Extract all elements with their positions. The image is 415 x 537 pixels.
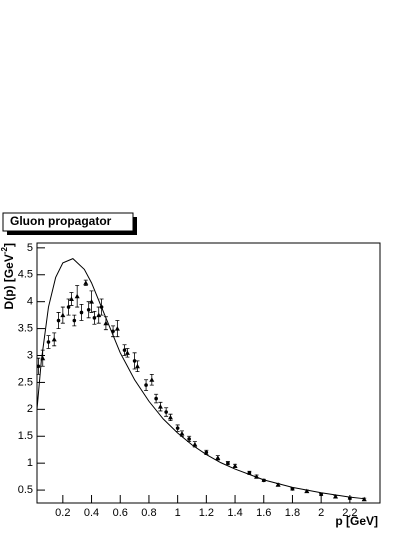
data-point: [154, 396, 158, 401]
data-point: [40, 355, 46, 361]
x-tick-label: 2.2: [342, 507, 357, 519]
data-point: [92, 316, 97, 320]
data-point: [89, 299, 95, 304]
data-point: [215, 455, 221, 460]
title-box: [2, 212, 134, 232]
x-tick-label: 1.4: [227, 507, 242, 519]
data-point: [157, 404, 163, 409]
data-point: [51, 336, 57, 342]
data-point: [74, 293, 80, 299]
data-point: [36, 364, 41, 369]
data-point: [66, 305, 71, 309]
x-tick-label: 1: [175, 507, 181, 519]
data-point: [290, 487, 295, 491]
data-point: [192, 441, 198, 447]
data-point: [175, 426, 180, 430]
data-point: [204, 450, 209, 455]
y-tick-label: 0.5: [18, 484, 33, 496]
data-point: [348, 496, 352, 500]
data-point: [111, 329, 115, 334]
data-point: [275, 482, 281, 487]
y-tick-label: 5: [27, 242, 33, 254]
data-point: [319, 492, 323, 497]
plot-frame: [36, 242, 381, 504]
data-point: [103, 320, 109, 326]
x-tick-label: 1.2: [199, 507, 214, 519]
x-tick-label: 0.2: [55, 507, 70, 519]
data-point: [134, 363, 140, 369]
data-point: [99, 305, 104, 309]
y-tick-label: 1.5: [18, 430, 33, 442]
x-tick-label: 0.8: [141, 507, 156, 519]
y-label-exp: -2: [0, 246, 9, 254]
data-point: [254, 474, 260, 479]
data-point: [226, 461, 230, 465]
data-point: [187, 437, 191, 441]
data-point: [261, 478, 266, 483]
y-tick-label: 1: [27, 457, 33, 469]
y-tick-label: 4.5: [18, 269, 33, 281]
data-point: [86, 307, 91, 312]
y-axis-label: D(p) [GeV-2]: [0, 243, 16, 309]
data-point: [60, 312, 66, 318]
data-point: [144, 383, 148, 387]
y-tick-label: 3: [27, 349, 33, 361]
x-tick-label: 1.8: [285, 507, 300, 519]
y-label-main: D(p) [GeV: [2, 254, 16, 309]
model-curve: [36, 258, 365, 500]
data-point: [304, 488, 310, 494]
data-point: [68, 296, 74, 301]
data-point: [46, 340, 51, 344]
x-tick-label: 1.6: [256, 507, 271, 519]
data-point: [164, 410, 168, 414]
x-axis-label: p [GeV]: [335, 514, 378, 528]
data-point: [333, 494, 339, 499]
data-point: [56, 318, 61, 323]
y-tick-label: 2: [27, 403, 33, 415]
data-point: [167, 414, 173, 420]
data-point: [232, 463, 238, 468]
x-tick-label: 0.6: [113, 507, 128, 519]
data-point: [179, 431, 185, 436]
y-tick-label: 3.5: [18, 322, 33, 334]
data-point: [72, 318, 77, 323]
y-tick-label: 2.5: [18, 376, 33, 388]
data-point: [83, 280, 89, 285]
data-point: [361, 496, 367, 502]
data-point: [114, 326, 120, 331]
x-tick-label: 2: [318, 507, 324, 519]
y-label-end: ]: [2, 243, 16, 247]
data-point: [124, 350, 130, 355]
data-point: [122, 348, 127, 352]
data-point: [149, 377, 155, 382]
y-tick-label: 4: [27, 296, 33, 308]
x-tick-label: 0.4: [84, 507, 99, 519]
chart-title: Gluon propagator: [10, 214, 112, 228]
data-point: [96, 312, 102, 318]
data-point: [247, 471, 252, 475]
data-point: [132, 359, 137, 363]
data-point: [79, 310, 84, 315]
